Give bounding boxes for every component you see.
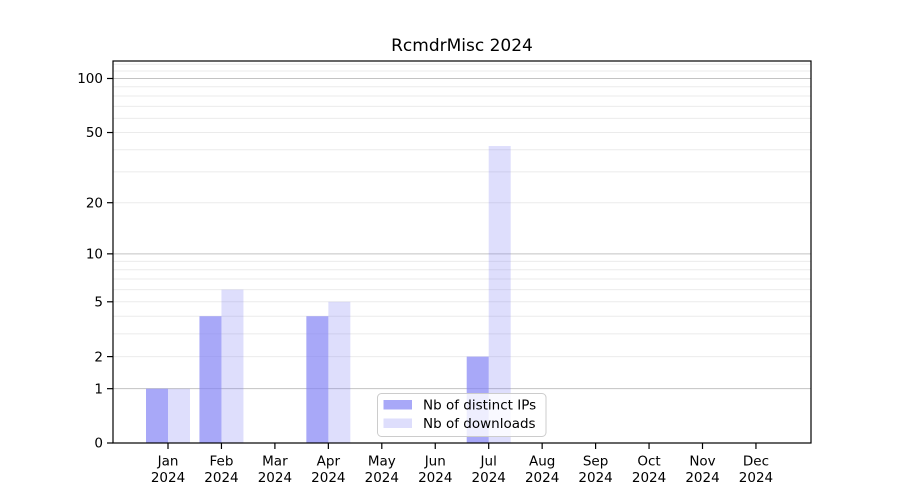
bar-nb-of-downloads-jul [488, 146, 511, 444]
x-tick-label-month: Oct [637, 454, 660, 470]
x-tick-label-year: 2024 [472, 470, 506, 486]
x-tick-label-year: 2024 [365, 470, 399, 486]
x-tick-label-month: Jun [424, 454, 446, 470]
x-tick-label-year: 2024 [204, 470, 238, 486]
x-tick-label-year: 2024 [258, 470, 292, 486]
bar-nb-of-downloads-feb [221, 289, 244, 444]
plot-border [112, 60, 812, 444]
x-tick-label-month: Nov [689, 454, 715, 470]
x-tick-label-year: 2024 [525, 470, 559, 486]
y-tick-label: 1 [94, 381, 103, 397]
x-tick-label-month: Sep [583, 454, 608, 470]
y-tick-label: 20 [86, 195, 103, 211]
x-tick-label-month: Apr [317, 454, 341, 470]
legend-swatch-nb-of-downloads [383, 418, 412, 428]
bar-nb-of-distinct-ips-feb [199, 316, 222, 444]
x-tick-label-year: 2024 [685, 470, 719, 486]
x-tick-label-month: Aug [529, 454, 555, 470]
bar-nb-of-downloads-jan [168, 388, 190, 444]
x-tick-label-month: Mar [262, 454, 288, 470]
bar-nb-of-downloads-apr [328, 301, 351, 444]
x-tick-label-month: May [368, 454, 396, 470]
x-tick-label-year: 2024 [311, 470, 345, 486]
legend-label-nb-of-downloads: Nb of downloads [423, 416, 536, 432]
y-tick-label: 5 [94, 294, 103, 310]
legend [377, 393, 547, 437]
legend-label-nb-of-distinct-ips: Nb of distinct IPs [423, 398, 536, 414]
chart-title: RcmdrMisc 2024 [391, 36, 533, 56]
y-tick-label: 100 [77, 71, 103, 87]
x-tick-label-year: 2024 [632, 470, 666, 486]
x-tick-label-month: Jul [480, 454, 497, 470]
y-tick-label: 2 [94, 349, 103, 365]
x-tick-label-year: 2024 [418, 470, 452, 486]
x-tick-label-month: Dec [743, 454, 769, 470]
bar-nb-of-distinct-ips-apr [306, 316, 329, 444]
bar-nb-of-distinct-ips-jan [146, 388, 168, 444]
legend-swatch-nb-of-distinct-ips [383, 400, 412, 410]
x-tick-label-year: 2024 [151, 470, 185, 486]
y-tick-label: 10 [86, 247, 103, 263]
x-tick-label-month: Feb [209, 454, 233, 470]
y-tick-label: 0 [94, 436, 103, 452]
x-tick-label-month: Jan [157, 454, 179, 470]
x-tick-label-year: 2024 [578, 470, 612, 486]
x-tick-label-year: 2024 [739, 470, 773, 486]
y-tick-label: 50 [86, 125, 103, 141]
